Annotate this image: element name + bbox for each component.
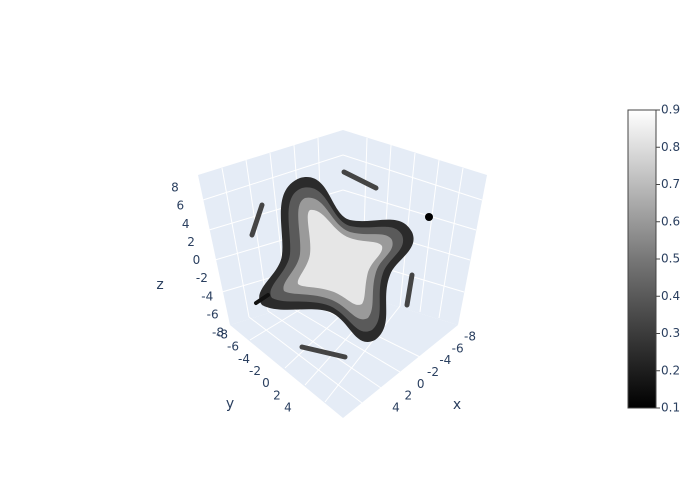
x-axis-title: x bbox=[453, 397, 461, 413]
floor bbox=[230, 290, 458, 418]
streak bbox=[299, 344, 348, 360]
colorbar-tick-label: 0.6 bbox=[661, 214, 680, 228]
streak bbox=[254, 293, 270, 305]
y-axis-title: y bbox=[226, 396, 234, 412]
y-tick-label: -6 bbox=[227, 340, 239, 354]
y-tick-label: -4 bbox=[238, 352, 250, 366]
z-axis-title: z bbox=[156, 277, 163, 293]
y-tick-label: -8 bbox=[216, 328, 228, 342]
colorbar-tick-label: 0.7 bbox=[661, 177, 680, 191]
z-tick-label: -2 bbox=[196, 271, 208, 285]
streak bbox=[249, 202, 265, 238]
x-tick-label: 2 bbox=[405, 389, 413, 403]
streak bbox=[404, 272, 415, 308]
z-tick-label: 2 bbox=[187, 235, 195, 249]
x-tick-label: -8 bbox=[464, 330, 476, 344]
x-tick-label: -6 bbox=[452, 341, 464, 355]
colorbar-tick-label: 0.1 bbox=[661, 401, 680, 415]
z-tick-label: -8 bbox=[212, 326, 224, 340]
x-tick-label: -4 bbox=[439, 353, 451, 367]
colorbar-tick-label: 0.9 bbox=[661, 103, 680, 117]
y-tick-label: 2 bbox=[273, 388, 281, 402]
colorbar-tick-label: 0.5 bbox=[661, 252, 680, 266]
colorbar-tick-label: 0.3 bbox=[661, 326, 680, 340]
z-tick-label: 4 bbox=[182, 217, 190, 231]
x-tick-label: 0 bbox=[417, 377, 425, 391]
z-tick-label: -4 bbox=[201, 289, 213, 303]
z-tick-label: -6 bbox=[207, 307, 219, 321]
y-tick-label: 0 bbox=[262, 376, 270, 390]
colorbar-tick-label: 0.2 bbox=[661, 363, 680, 377]
shell-core bbox=[297, 209, 383, 305]
blob bbox=[425, 213, 433, 221]
x-tick-label: 4 bbox=[392, 401, 400, 415]
z-tick-label: 0 bbox=[193, 253, 201, 267]
colorbar bbox=[627, 109, 657, 409]
colorbar-tick-label: 0.4 bbox=[661, 289, 680, 303]
colorbar-tick-label: 0.8 bbox=[661, 140, 680, 154]
y-tick-label: -2 bbox=[249, 364, 261, 378]
z-tick-label: 6 bbox=[177, 199, 185, 213]
isosurface bbox=[249, 169, 433, 360]
x-tick-label: -2 bbox=[427, 365, 439, 379]
streak bbox=[341, 169, 379, 191]
z-tick-label: 8 bbox=[171, 181, 179, 195]
y-tick-label: 4 bbox=[284, 401, 292, 415]
